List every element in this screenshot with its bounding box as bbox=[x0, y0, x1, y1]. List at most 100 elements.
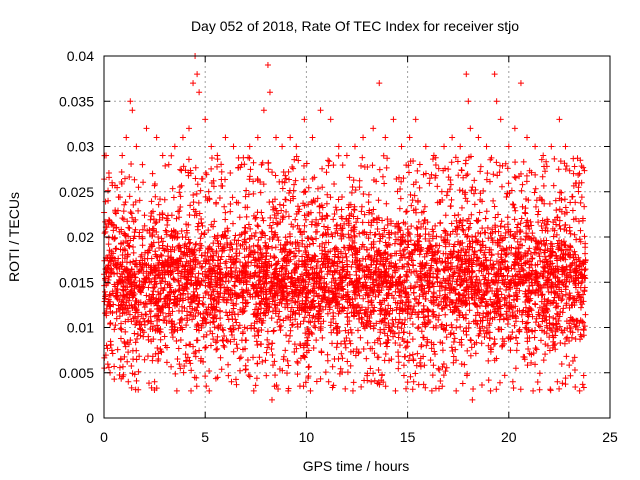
data-point bbox=[309, 134, 316, 141]
data-point bbox=[231, 237, 238, 244]
data-point bbox=[225, 253, 232, 260]
data-point bbox=[140, 333, 147, 340]
data-point bbox=[139, 226, 146, 233]
data-point bbox=[197, 187, 204, 194]
data-point bbox=[566, 167, 573, 174]
data-point bbox=[206, 311, 213, 318]
data-point bbox=[223, 258, 230, 265]
data-point bbox=[500, 246, 507, 253]
data-point bbox=[421, 272, 428, 279]
data-point bbox=[497, 116, 504, 123]
data-point bbox=[548, 240, 555, 247]
data-point bbox=[576, 236, 583, 243]
data-point bbox=[141, 212, 148, 219]
data-point bbox=[504, 263, 511, 270]
data-point bbox=[188, 367, 195, 374]
data-point bbox=[339, 294, 346, 301]
data-point bbox=[433, 274, 440, 281]
data-point bbox=[384, 155, 391, 162]
data-point bbox=[413, 362, 420, 369]
data-point bbox=[440, 296, 447, 303]
data-point bbox=[284, 357, 291, 364]
data-point bbox=[112, 246, 119, 253]
data-point bbox=[499, 162, 506, 169]
data-point bbox=[504, 214, 511, 221]
data-point bbox=[491, 203, 498, 210]
data-point bbox=[339, 355, 346, 362]
data-point bbox=[257, 287, 264, 294]
data-point bbox=[265, 159, 272, 166]
data-point bbox=[192, 241, 199, 248]
data-point bbox=[465, 291, 472, 298]
data-point bbox=[526, 282, 533, 289]
data-point bbox=[544, 298, 551, 305]
data-point bbox=[264, 328, 271, 335]
data-point bbox=[193, 337, 200, 344]
data-point bbox=[118, 326, 125, 333]
data-point bbox=[281, 179, 288, 186]
data-point bbox=[478, 340, 485, 347]
data-point bbox=[371, 350, 378, 357]
data-point bbox=[567, 230, 574, 237]
data-point bbox=[498, 273, 505, 280]
data-point bbox=[323, 169, 330, 176]
data-point bbox=[218, 161, 225, 168]
data-point bbox=[526, 271, 533, 278]
data-point bbox=[264, 344, 271, 351]
data-point bbox=[422, 143, 429, 150]
data-point bbox=[526, 297, 533, 304]
data-point bbox=[130, 279, 137, 286]
data-point bbox=[512, 365, 519, 372]
data-point bbox=[486, 178, 493, 185]
data-point bbox=[532, 268, 539, 275]
data-point bbox=[107, 342, 114, 349]
data-point bbox=[271, 254, 278, 261]
data-point bbox=[168, 363, 175, 370]
data-point bbox=[341, 338, 348, 345]
data-point bbox=[580, 298, 587, 305]
data-point bbox=[526, 167, 533, 174]
data-point bbox=[408, 223, 415, 230]
data-point bbox=[302, 247, 309, 254]
data-point bbox=[480, 310, 487, 317]
data-point bbox=[343, 335, 350, 342]
data-point bbox=[441, 227, 448, 234]
data-point bbox=[212, 339, 219, 346]
data-point bbox=[420, 171, 427, 178]
data-point bbox=[370, 286, 377, 293]
data-point bbox=[386, 283, 393, 290]
data-point bbox=[359, 154, 366, 161]
data-point bbox=[306, 241, 313, 248]
data-point bbox=[229, 332, 236, 339]
data-point bbox=[499, 335, 506, 342]
data-point bbox=[116, 313, 123, 320]
data-point bbox=[302, 379, 309, 386]
data-point bbox=[552, 275, 559, 282]
data-point bbox=[300, 176, 307, 183]
data-point bbox=[469, 396, 476, 403]
data-point bbox=[148, 255, 155, 262]
data-point bbox=[558, 241, 565, 248]
data-point bbox=[155, 350, 162, 357]
data-point bbox=[218, 176, 225, 183]
data-point bbox=[417, 363, 424, 370]
data-point bbox=[553, 231, 560, 238]
data-point bbox=[289, 321, 296, 328]
data-point bbox=[254, 209, 261, 216]
data-point bbox=[548, 266, 555, 273]
data-point bbox=[172, 370, 179, 377]
data-point bbox=[219, 326, 226, 333]
data-point bbox=[348, 278, 355, 285]
data-point bbox=[322, 264, 329, 271]
data-point bbox=[208, 291, 215, 298]
data-point bbox=[268, 345, 275, 352]
data-point bbox=[245, 372, 252, 379]
data-point bbox=[129, 214, 136, 221]
data-point bbox=[517, 280, 524, 287]
data-point bbox=[397, 247, 404, 254]
data-point bbox=[178, 227, 185, 234]
data-point bbox=[118, 241, 125, 248]
data-point bbox=[199, 270, 206, 277]
data-point bbox=[246, 173, 253, 180]
data-point bbox=[447, 259, 454, 266]
